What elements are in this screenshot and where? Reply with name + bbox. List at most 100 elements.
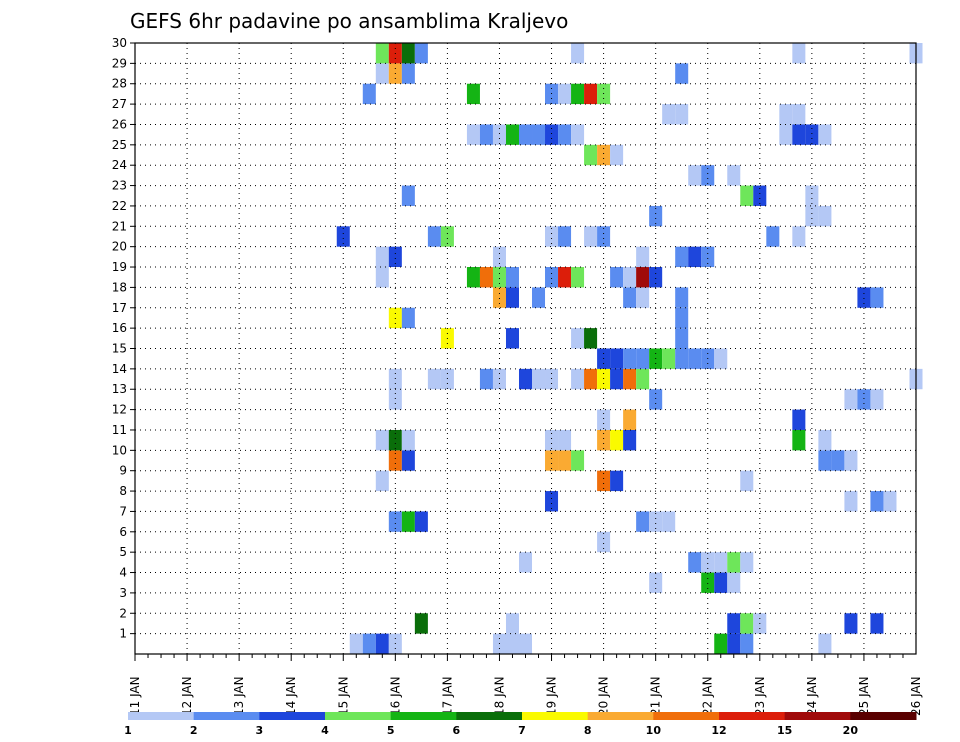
colorbar-label: 1	[124, 724, 132, 737]
y-tick-label: 12	[112, 403, 127, 417]
precip-cell	[401, 63, 415, 84]
precip-cell	[766, 226, 780, 247]
y-tick-label: 1	[119, 627, 127, 641]
precip-cell	[805, 185, 819, 206]
precip-cell	[505, 633, 519, 654]
precip-cell	[571, 124, 585, 145]
precip-cell	[623, 429, 637, 451]
precip-cell	[688, 348, 702, 369]
colorbar-swatch	[128, 712, 195, 720]
precip-cell	[740, 470, 754, 492]
precip-cell	[545, 226, 559, 247]
precip-cell	[427, 226, 441, 247]
precip-cell	[688, 246, 702, 268]
precip-cell	[870, 491, 884, 512]
precip-cell	[518, 368, 533, 390]
y-tick-label: 21	[112, 219, 127, 233]
precip-cell	[492, 368, 506, 390]
precip-cell	[545, 368, 559, 390]
precip-cell	[623, 267, 637, 288]
precip-cell	[649, 389, 663, 410]
precip-cell	[662, 511, 676, 532]
precip-cell	[844, 450, 858, 471]
colorbar-label: 10	[646, 724, 662, 737]
precip-cell	[427, 368, 441, 390]
precip-cell	[649, 572, 663, 593]
x-tick-label: 15 JAN	[336, 676, 350, 716]
x-tick-label: 14 JAN	[284, 676, 298, 716]
colorbar-label: 8	[584, 724, 592, 737]
precip-cell	[714, 572, 728, 593]
precip-cell	[401, 185, 415, 206]
precip-cell	[388, 429, 402, 451]
precip-cell	[518, 633, 533, 654]
precip-cell	[779, 104, 793, 125]
precip-cell	[401, 307, 415, 329]
chart-title: GEFS 6hr padavine po ansamblima Kraljevo	[130, 9, 568, 33]
precip-cell	[727, 165, 741, 186]
precip-cell	[401, 511, 415, 532]
y-tick-label: 26	[112, 117, 127, 131]
precip-cell	[479, 368, 493, 390]
y-tick-label: 3	[119, 586, 127, 600]
precip-cell	[649, 205, 663, 227]
precip-cell	[571, 267, 585, 288]
precip-cell	[805, 205, 819, 227]
precip-cell	[401, 43, 415, 64]
x-tick-label: 21 JAN	[649, 676, 663, 716]
precip-cell	[492, 267, 506, 288]
precip-cell	[688, 552, 702, 573]
precip-cell	[532, 287, 546, 308]
colorbar-swatch	[784, 712, 851, 720]
colorbar-swatch	[390, 712, 457, 720]
precip-cell	[505, 613, 519, 634]
precip-cell	[714, 633, 728, 654]
precip-cell	[714, 348, 728, 369]
precip-cell	[610, 348, 624, 369]
precip-cell	[701, 552, 715, 573]
precip-cell	[375, 267, 389, 288]
x-tick-label: 20 JAN	[597, 676, 611, 716]
x-tick-label: 13 JAN	[232, 676, 246, 716]
precip-cell	[870, 389, 884, 410]
precip-cell	[414, 613, 428, 634]
x-axis-ticks: 11 JAN 12 JAN 13 JAN 14 JAN 15 JAN 16 JAN 17 J…	[128, 654, 923, 716]
precip-cell	[831, 450, 845, 471]
precip-cell	[388, 511, 402, 532]
y-tick-label: 13	[112, 382, 127, 396]
precip-cell	[662, 348, 676, 369]
precip-cell	[597, 226, 611, 247]
precip-cell	[610, 429, 624, 451]
colorbar-swatch	[456, 712, 523, 720]
colorbar: 1 2 3 4 5 6 7 8 10 12 15 20	[124, 712, 917, 737]
precip-cell	[545, 124, 559, 145]
colorbar-swatch	[653, 712, 720, 720]
precip-cell	[558, 267, 572, 288]
y-tick-label: 19	[112, 260, 127, 274]
precip-cell	[492, 246, 506, 268]
precip-cell	[362, 633, 376, 654]
precip-cell	[505, 287, 519, 308]
precip-cell	[714, 552, 728, 573]
precip-cell	[558, 226, 572, 247]
precip-cell	[610, 368, 624, 390]
precip-cell	[584, 226, 598, 247]
precip-cell	[844, 389, 858, 410]
precip-cell	[792, 429, 806, 451]
precip-cell	[818, 450, 832, 471]
precip-cell	[375, 63, 389, 84]
x-tick-label: 11 JAN	[128, 676, 142, 716]
y-tick-label: 9	[119, 464, 127, 478]
colorbar-label: 15	[777, 724, 792, 737]
precip-cell	[649, 267, 663, 288]
colorbar-swatch	[325, 712, 392, 720]
precip-cell	[584, 368, 598, 390]
precip-cell	[597, 409, 611, 430]
precip-cell	[375, 633, 389, 654]
y-tick-label: 8	[119, 484, 127, 498]
colorbar-label: 6	[453, 724, 461, 737]
precip-cell	[597, 144, 611, 166]
x-tick-label: 23 JAN	[753, 676, 767, 716]
precip-cell	[479, 267, 493, 288]
precip-cell	[805, 124, 819, 145]
